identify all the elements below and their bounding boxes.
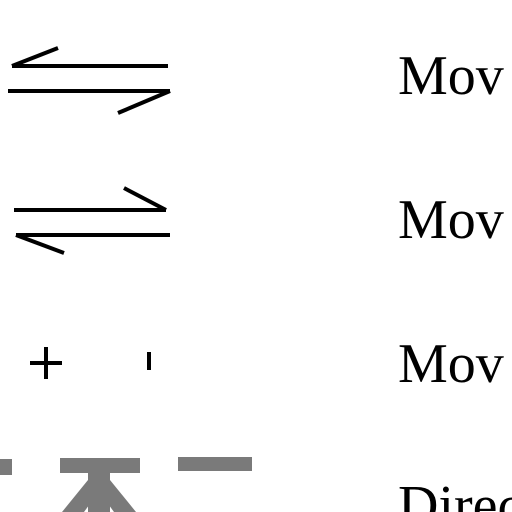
gray-dash-symbol-icon: [0, 457, 252, 512]
legend-row-2: Mov: [0, 180, 512, 260]
harpoons-left-over-right-icon: [8, 46, 171, 115]
legend-label-4: Direc: [398, 475, 512, 512]
legend-label-1: Mov: [398, 45, 504, 107]
plus-minus-icon: [30, 347, 151, 379]
harpoons-right-over-left-icon: [14, 186, 170, 255]
legend-row-1: Mov: [0, 40, 512, 120]
legend-row-4: Direc: [0, 450, 512, 512]
legend-row-3: Mov: [0, 330, 512, 400]
legend-label-3: Mov: [398, 333, 504, 395]
legend-label-2: Mov: [398, 189, 504, 251]
